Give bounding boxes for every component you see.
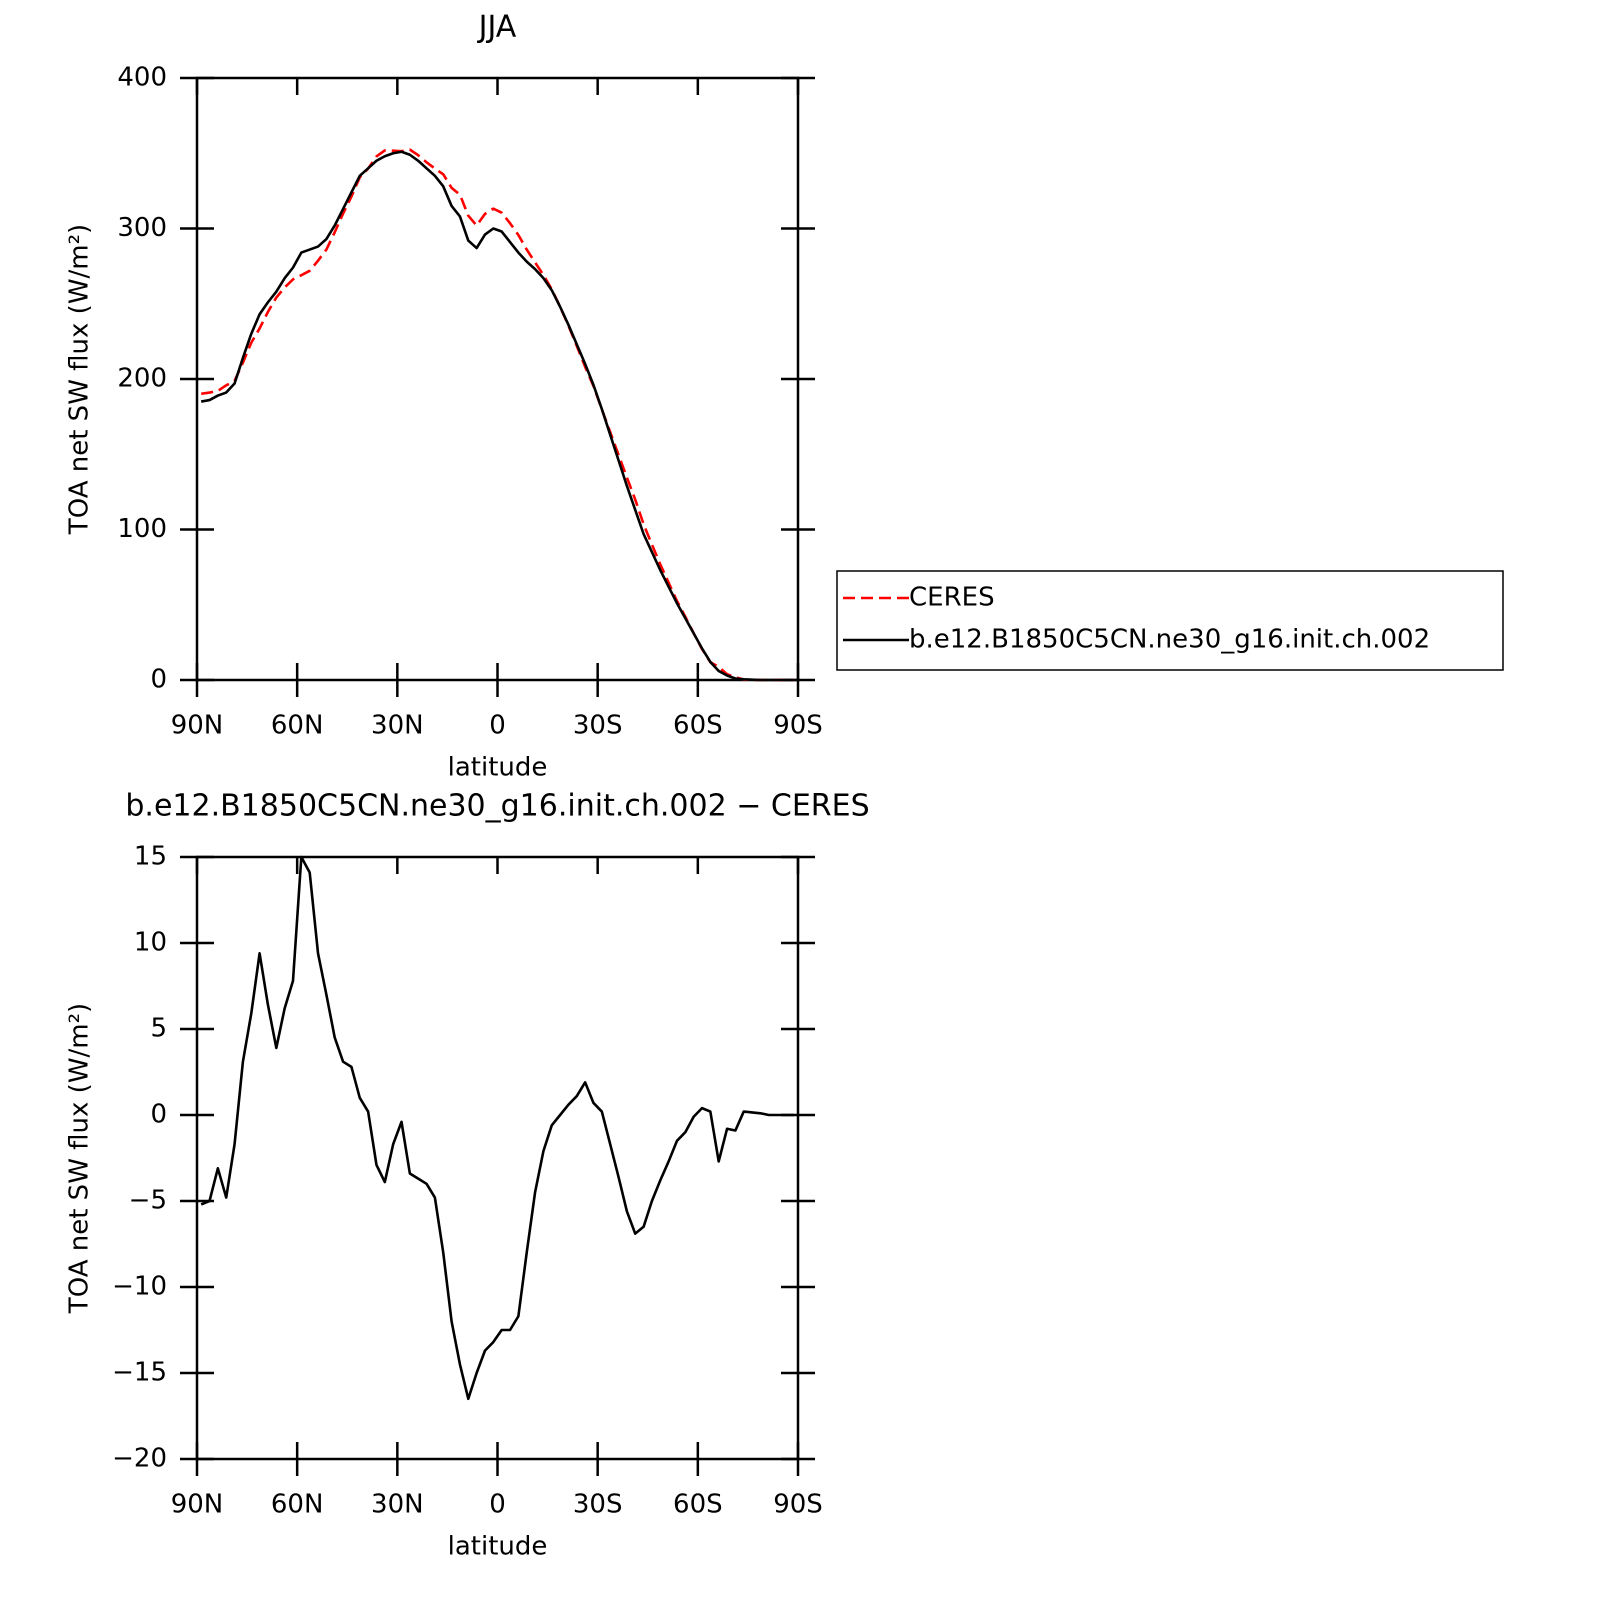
x-axis-label: latitude	[448, 753, 548, 783]
y-axis-label: TOA net SW flux (W/m²)	[65, 1003, 95, 1314]
y-axis-label: TOA net SW flux (W/m²)	[65, 224, 95, 535]
y-tick-label: −10	[112, 1272, 167, 1302]
x-tick-label: 60N	[271, 711, 324, 741]
y-tick-label: 0	[150, 665, 167, 695]
x-tick-label: 30N	[371, 1490, 424, 1520]
y-tick-label: 5	[150, 1014, 167, 1044]
chart-title: b.e12.B1850C5CN.ne30_g16.init.ch.002 − C…	[125, 789, 869, 824]
plot-frame	[195, 76, 800, 682]
data-line	[200, 855, 794, 1401]
y-tick-label: 0	[150, 1100, 167, 1130]
y-tick-label: 15	[134, 842, 167, 872]
x-tick-label: 30N	[371, 711, 424, 741]
legend-label: CERES	[909, 583, 995, 613]
y-tick-label: −20	[112, 1444, 167, 1474]
x-tick-label: 0	[489, 711, 506, 741]
x-tick-label: 60S	[673, 711, 723, 741]
legend-label: b.e12.B1850C5CN.ne30_g16.init.ch.002	[909, 625, 1430, 655]
x-tick-label: 60N	[271, 1490, 324, 1520]
y-tick-label: 300	[117, 213, 167, 243]
x-tick-label: 90N	[171, 711, 224, 741]
y-tick-label: −5	[129, 1186, 167, 1216]
legend-box	[836, 570, 1504, 671]
plot-frame	[195, 855, 800, 1461]
y-tick-label: −15	[112, 1358, 167, 1388]
x-tick-label: 30S	[573, 711, 623, 741]
x-tick-label: 0	[489, 1490, 506, 1520]
x-tick-label: 90S	[773, 1490, 823, 1520]
x-tick-label: 30S	[573, 1490, 623, 1520]
x-tick-label: 60S	[673, 1490, 723, 1520]
x-tick-label: 90S	[773, 711, 823, 741]
y-tick-label: 200	[117, 364, 167, 394]
y-tick-label: 10	[134, 928, 167, 958]
x-tick-label: 90N	[171, 1490, 224, 1520]
x-axis-label: latitude	[448, 1532, 548, 1562]
chart-title: JJA	[477, 10, 517, 45]
y-tick-label: 100	[117, 514, 167, 544]
y-tick-label: 400	[117, 63, 167, 93]
data-line	[200, 150, 794, 682]
